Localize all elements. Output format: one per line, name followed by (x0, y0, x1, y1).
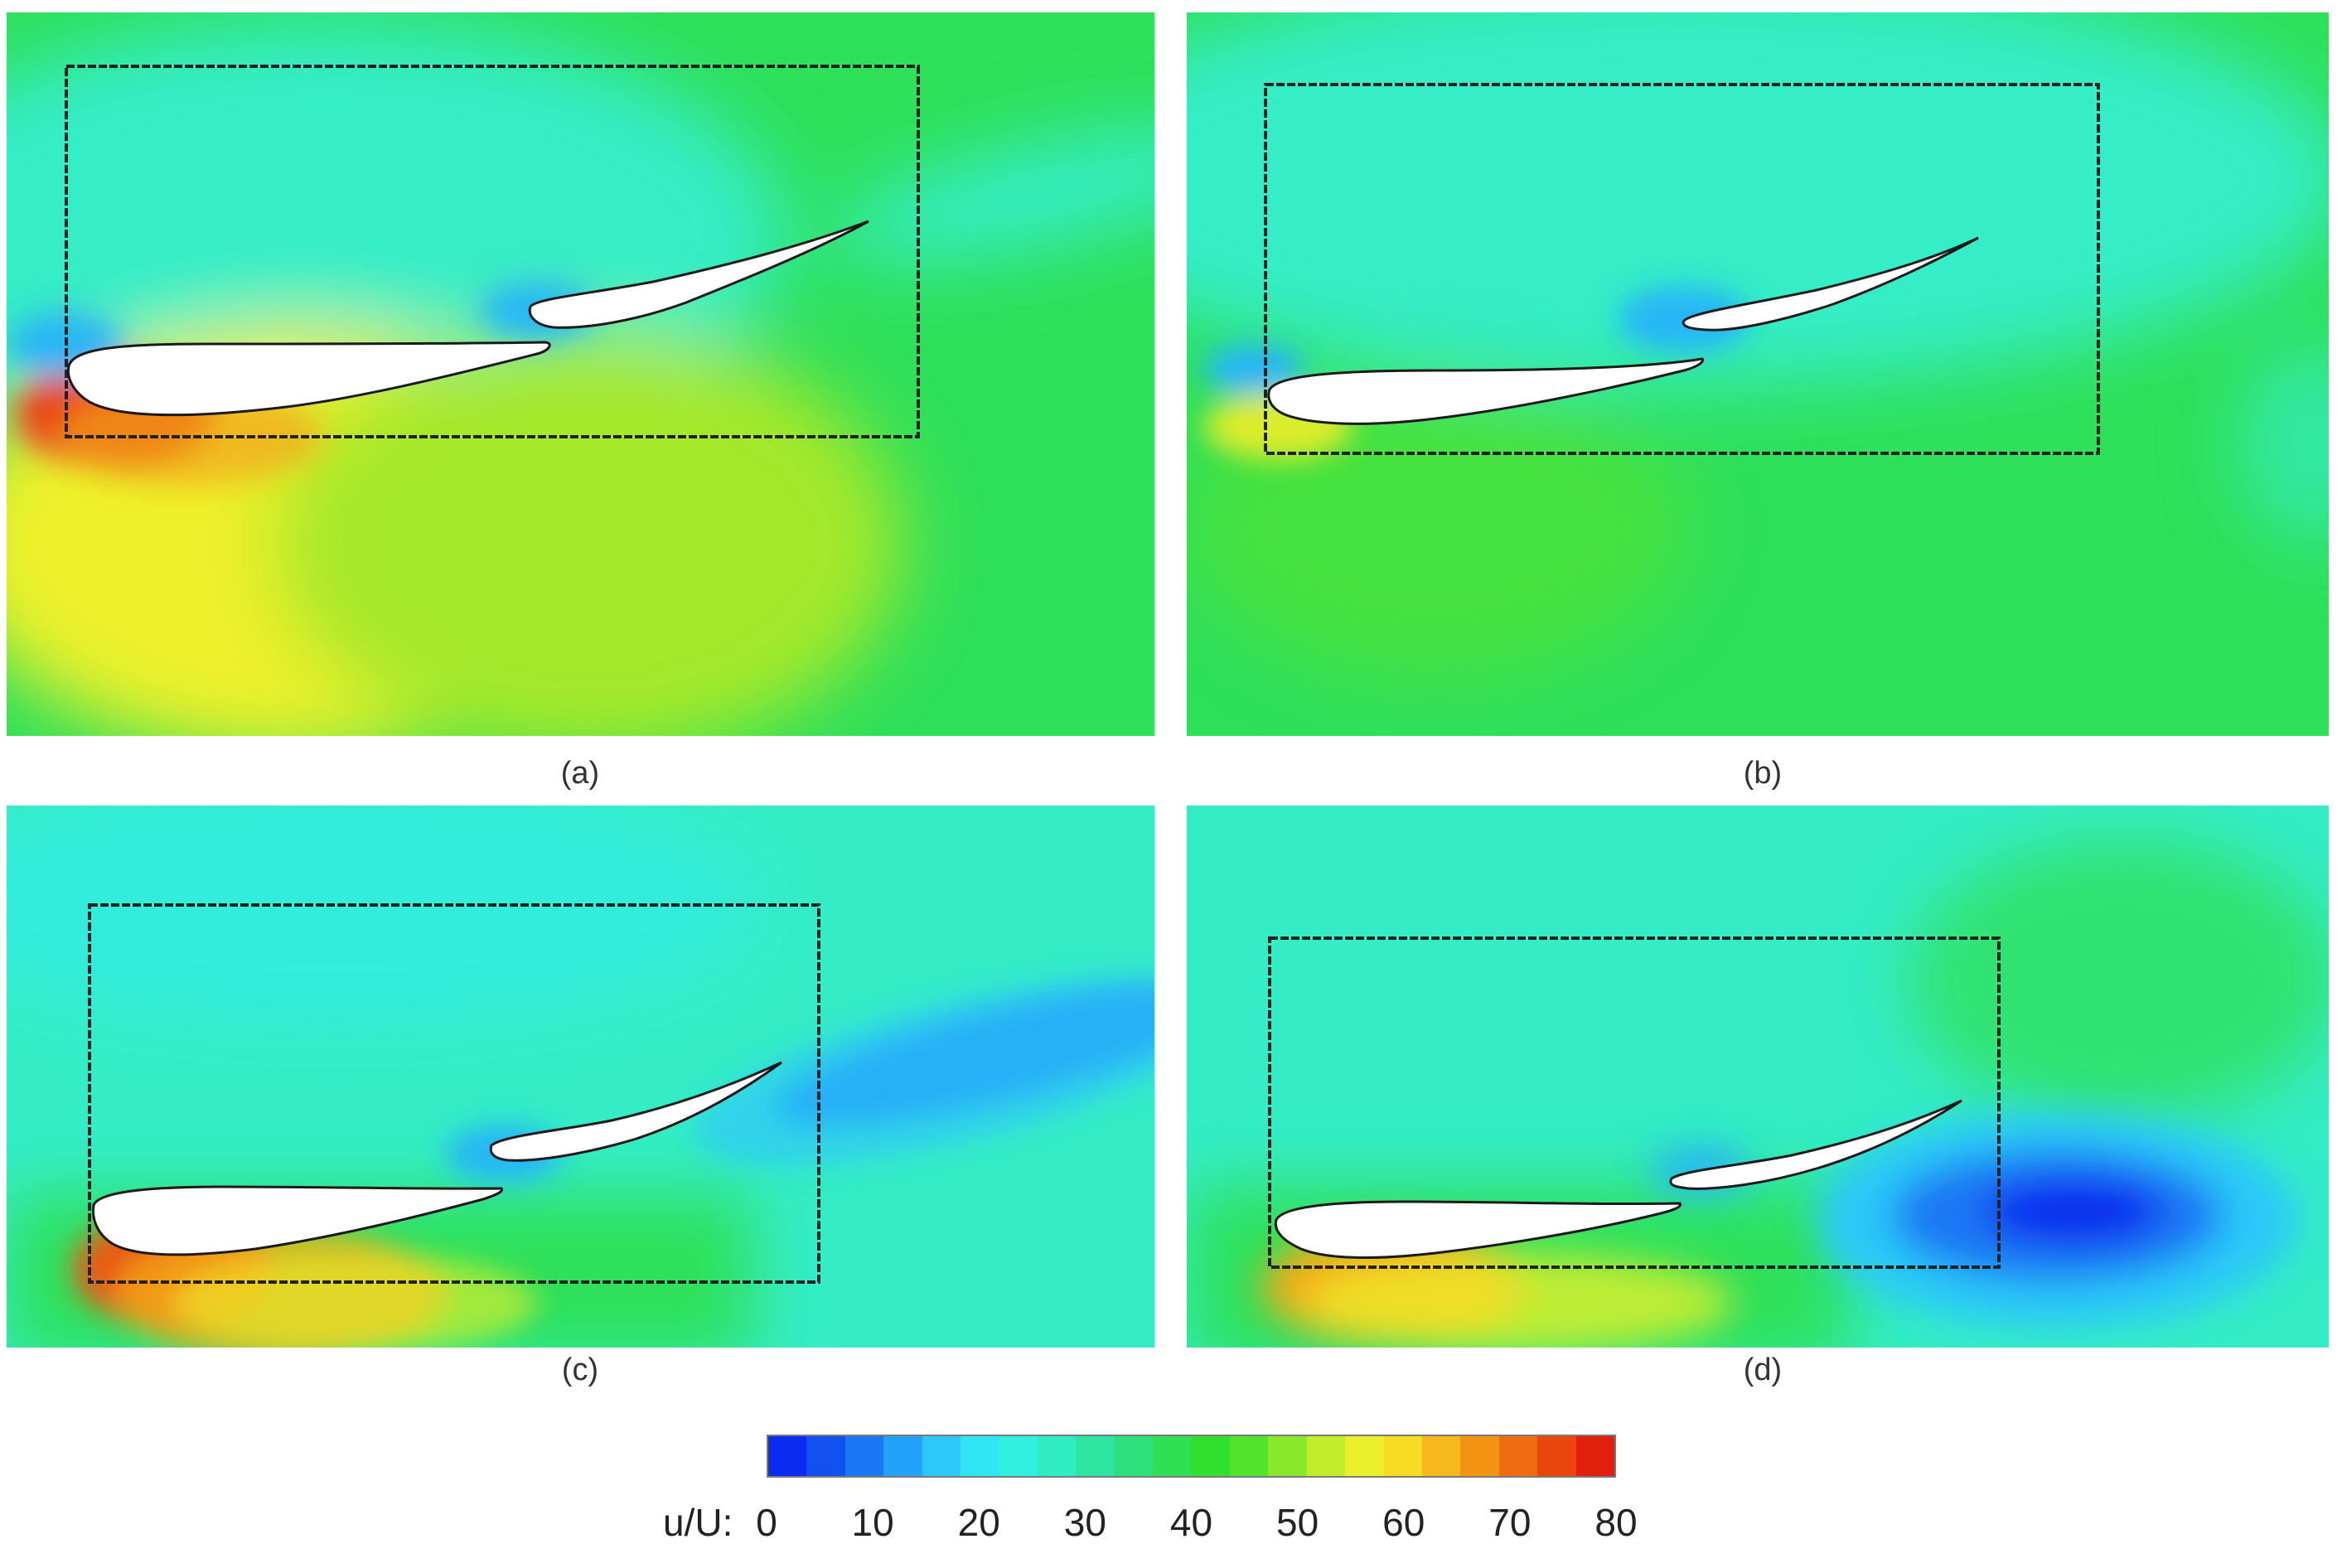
panel-c (7, 806, 1154, 1348)
colorbar-segment (1537, 1436, 1576, 1476)
colorbar-segment (1229, 1436, 1269, 1476)
test-section-frame (1264, 83, 2100, 455)
suction-blue-spot (1203, 344, 1303, 394)
right-cyan-patch (2239, 344, 2329, 543)
yellow-region (1303, 1253, 1734, 1348)
colorbar-segment (1460, 1436, 1499, 1476)
colorbar-segment (1153, 1436, 1192, 1476)
caption-a: (a) (560, 756, 600, 791)
contour-plot-b (1187, 12, 2329, 736)
main-airfoil (66, 341, 551, 417)
colorbar-tick-label: 70 (1488, 1501, 1531, 1544)
colorbar-segment (961, 1436, 999, 1476)
colorbar-tick-label: 10 (851, 1501, 894, 1544)
test-section-frame (1268, 936, 2001, 1269)
colorbar-label: u/U: (663, 1501, 733, 1544)
colorbar-tick-label: 30 (1063, 1501, 1106, 1544)
colorbar-tick-label: 0 (756, 1501, 777, 1544)
colorbar-segment (1191, 1436, 1230, 1476)
colorbar-segment (1575, 1436, 1614, 1476)
colorbar-segment (844, 1436, 884, 1476)
colorbar-segment (1114, 1436, 1154, 1476)
colorbar-segment (806, 1436, 845, 1476)
flap-airfoil (1669, 1099, 1962, 1190)
panel-d (1187, 806, 2329, 1348)
vortex-core-blue (1982, 1178, 2165, 1245)
colorbar-segment (768, 1436, 807, 1476)
colorbar-segment (883, 1436, 922, 1476)
colorbar-segment (999, 1436, 1038, 1476)
flap-airfoil (1681, 236, 1979, 332)
colorbar-tick-label: 40 (1169, 1501, 1213, 1544)
caption-b: (b) (1743, 756, 1783, 791)
yellow-region (172, 1253, 537, 1348)
colorbar-segment (922, 1436, 961, 1476)
colorbar-tick-label: 50 (1276, 1501, 1319, 1544)
colorbar-segment (1383, 1436, 1422, 1476)
colorbar-tick-label: 80 (1594, 1501, 1638, 1544)
flap-gap-blue-spot (1618, 286, 1750, 352)
flap-airfoil (489, 1061, 782, 1162)
lower-lightgreen-region (272, 327, 902, 736)
contour-plot-a (7, 12, 1154, 736)
test-section-frame (65, 65, 920, 438)
contour-plot-d (1187, 806, 2329, 1348)
caption-c: (c) (561, 1353, 599, 1387)
upper-cyan-region (1187, 12, 2329, 385)
panel-a (7, 12, 1154, 736)
colorbar-segment (1421, 1436, 1461, 1476)
test-section-frame (88, 903, 820, 1284)
colorbar-segment (1498, 1436, 1538, 1476)
wake-light-blue (694, 975, 1154, 1166)
main-airfoil (1267, 357, 1705, 425)
caption-d: (d) (1743, 1353, 1783, 1387)
right-upper-green (1908, 839, 2329, 1120)
contour-plot-c (7, 806, 1154, 1348)
colorbar-segment (1076, 1436, 1115, 1476)
colorbar-tick-label: 60 (1382, 1501, 1425, 1544)
main-airfoil (1274, 1200, 1682, 1259)
colorbar-segment (1268, 1436, 1307, 1476)
colorbar-tick-label: 20 (957, 1501, 1000, 1544)
flap-airfoil (528, 220, 869, 329)
main-airfoil (91, 1185, 504, 1256)
colorbar (767, 1435, 1616, 1478)
colorbar-segment (1345, 1436, 1384, 1476)
colorbar-segment (1306, 1436, 1346, 1476)
panel-b (1187, 12, 2329, 736)
wake-cyan-band (831, 128, 1154, 261)
colorbar-segment (1037, 1436, 1077, 1476)
upper-light-cyan (7, 806, 752, 1021)
